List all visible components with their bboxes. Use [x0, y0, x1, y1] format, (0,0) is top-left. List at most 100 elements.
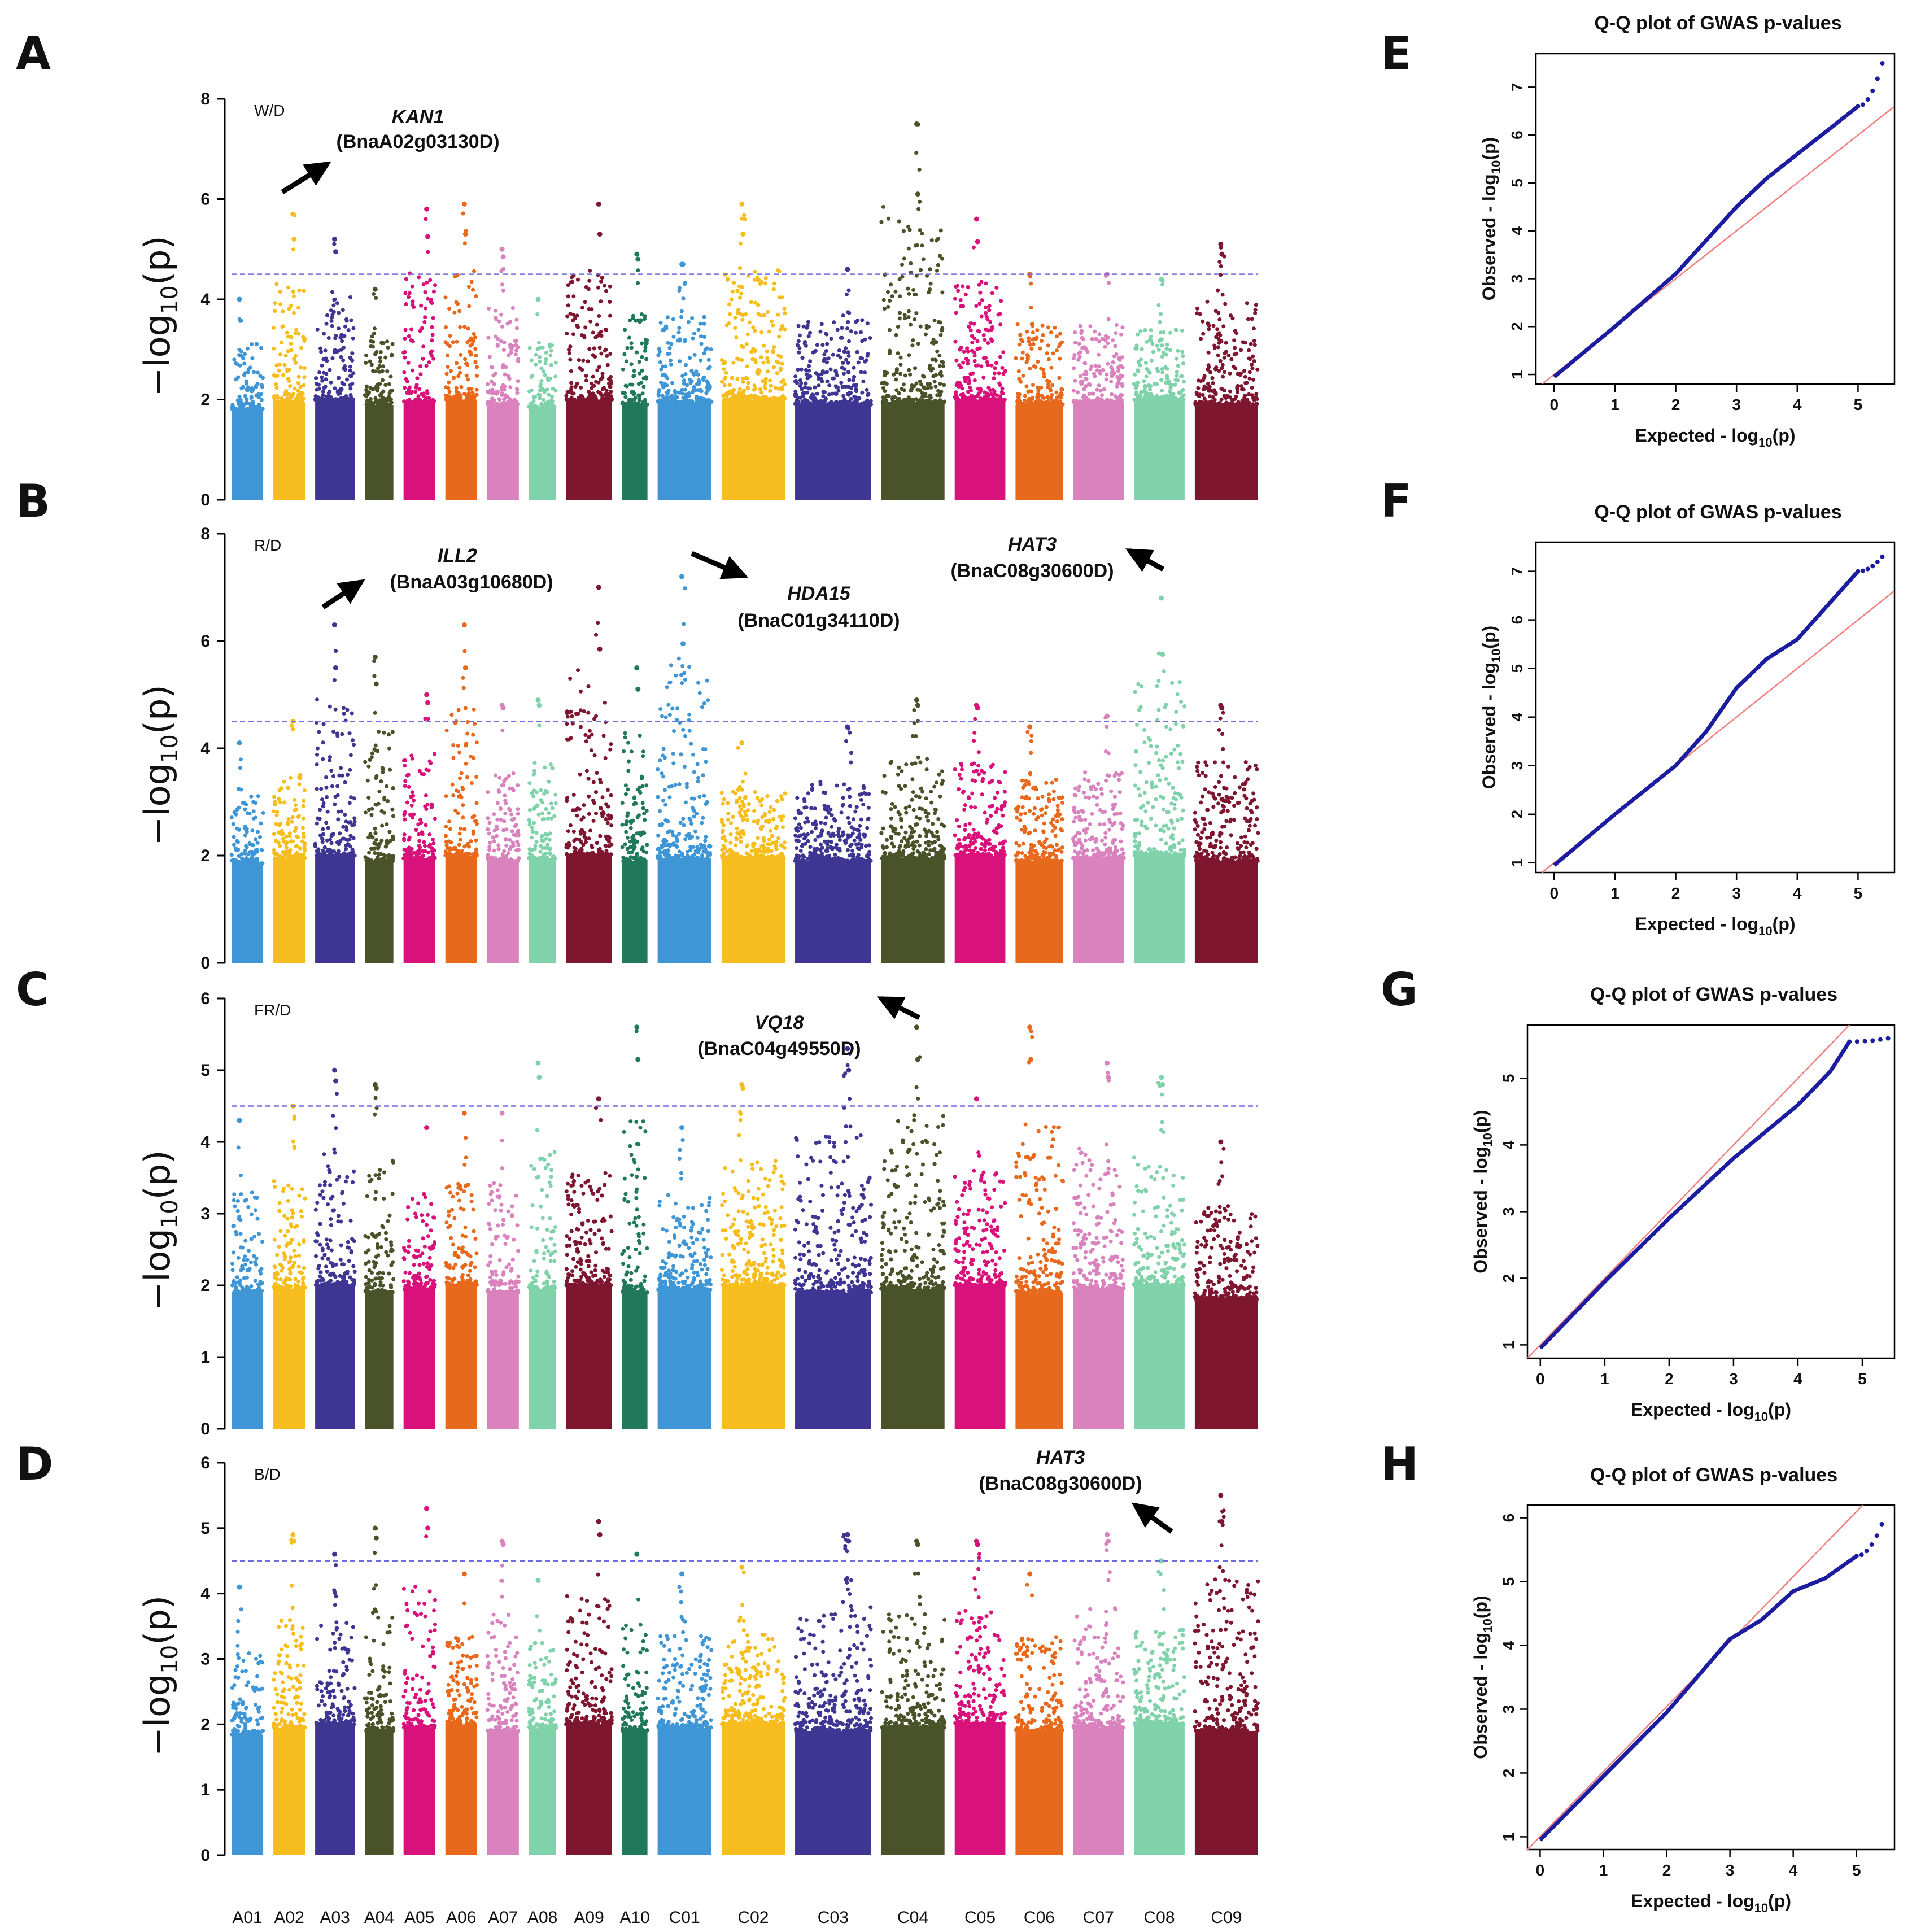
x-tick-label: 2: [1671, 396, 1680, 413]
peak-point: [914, 1024, 919, 1030]
snp-points: [1071, 716, 1126, 861]
peak-point: [915, 191, 920, 197]
chromosome-label-A05: A05: [404, 1908, 434, 1927]
snp-points: [272, 1114, 307, 1291]
tail-point: [1861, 102, 1866, 107]
chromosome-points-A06: [443, 622, 479, 963]
peak-point: [634, 251, 640, 257]
peak-point: [500, 705, 506, 711]
chromosome-label-C08: C08: [1144, 1908, 1175, 1927]
peak-point: [535, 1578, 541, 1583]
snp-points: [879, 122, 947, 404]
qq-title: Q-Q plot of GWAS p-values: [1594, 501, 1841, 523]
chromosome-label-A01: A01: [232, 1908, 262, 1927]
tail-point: [1885, 1036, 1891, 1041]
peak-point: [425, 700, 431, 705]
condition-label: FR/D: [254, 1001, 291, 1019]
dense-points: [445, 856, 477, 963]
dense-points: [954, 1724, 1006, 1855]
chromosome-points-C08: [1132, 1075, 1186, 1429]
dense-points: [232, 409, 264, 500]
dense-points: [795, 404, 871, 500]
snp-points: [1132, 651, 1187, 858]
peak-point: [914, 121, 919, 127]
y-tick-label: 3: [1508, 761, 1526, 770]
chromosome-points-A10: [620, 1551, 650, 1855]
tail-point: [1854, 1554, 1859, 1559]
dense-points: [529, 1289, 556, 1429]
tail-point: [1870, 1038, 1875, 1043]
chromosome-points-A04: [363, 1525, 396, 1855]
dense-points: [795, 861, 871, 963]
tail-point: [1870, 564, 1875, 569]
dense-points: [881, 402, 945, 500]
qq-plot-E: E Q-Q plot of GWAS p-values 0 1 2 3 4 5 1 2 3 4 5 6 7 E…: [1381, 12, 1896, 450]
x-tick-label: 4: [1793, 884, 1802, 902]
peak-point: [290, 211, 296, 217]
dense-points: [795, 1292, 871, 1429]
snp-points: [363, 659, 396, 863]
dense-points: [273, 402, 305, 500]
y-tick-label: 1: [1508, 858, 1526, 867]
chromosome-points-C07: [1071, 713, 1126, 963]
chromosome-points-A04: [363, 1081, 396, 1429]
snp-points: [401, 717, 437, 861]
chromosome-points-A05: [401, 692, 437, 963]
y-axis-label: −log10(p): [137, 684, 183, 845]
x-tick-label: 5: [1858, 1370, 1867, 1388]
x-axis-label: Expected - log10(p): [1631, 1399, 1791, 1424]
dense-points: [1015, 861, 1063, 963]
condition-label: W/D: [254, 102, 285, 119]
snp-points: [443, 211, 479, 402]
annotation-arrow: [1131, 1502, 1173, 1534]
snp-points: [953, 717, 1007, 858]
snp-points: [485, 1139, 521, 1295]
peak-point: [975, 1542, 980, 1547]
dense-points: [529, 407, 556, 500]
peak-point: [596, 585, 601, 590]
chromosome-label-C06: C06: [1024, 1908, 1055, 1927]
peak-point: [974, 1096, 979, 1102]
dense-points: [1134, 1285, 1185, 1429]
chromosome-label-A08: A08: [527, 1908, 557, 1927]
chromosome-label-A02: A02: [274, 1908, 304, 1927]
x-tick-label: 2: [1662, 1861, 1671, 1879]
peak-point: [333, 665, 338, 670]
snp-points: [719, 1110, 787, 1288]
peak-point: [596, 1519, 601, 1524]
snp-points: [1071, 273, 1125, 404]
dense-points: [566, 399, 612, 500]
chromosome-points-C02: [719, 201, 787, 500]
snp-points: [485, 1563, 520, 1733]
peak-point: [975, 705, 980, 711]
chromosome-points-C01: [656, 574, 713, 963]
peak-point: [499, 1110, 505, 1116]
peak-point: [915, 703, 920, 708]
snp-points: [1014, 730, 1065, 863]
peak-point: [679, 1125, 685, 1131]
manhattan-plot-D: D 0 1 2 3 4 5 6 −log10(p) B/D HAT3 (BnaC08g30600D): [16, 1438, 1260, 1865]
dense-points: [1073, 858, 1124, 963]
x-tick-label: 5: [1854, 396, 1863, 413]
peak-point: [331, 622, 337, 627]
dense-points: [721, 1285, 785, 1429]
chromosome-points-C01: [656, 261, 714, 500]
tail-point: [1865, 566, 1870, 572]
y-tick-label: 0: [200, 954, 210, 972]
chromosome-points-A08: [527, 1060, 558, 1429]
peak-point: [1218, 1139, 1224, 1145]
dense-points: [954, 1285, 1006, 1429]
chromosome-points-A07: [485, 246, 521, 500]
dense-points: [1015, 1730, 1063, 1855]
dense-points: [721, 399, 785, 500]
manhattan-plot-C: C 0 1 2 3 4 5 6 −log10(p) FR/D VQ18 (BnaC04g49550D): [16, 963, 1260, 1438]
peak-point: [500, 1542, 506, 1547]
snp-points: [1071, 1542, 1125, 1730]
y-tick-label: 8: [200, 90, 210, 108]
x-tick-label: 4: [1793, 1370, 1802, 1388]
annotation-arrow: [321, 579, 365, 609]
tail-point: [1875, 76, 1880, 81]
peak-point: [1028, 1057, 1034, 1062]
dense-points: [232, 1292, 264, 1429]
y-tick-label: 3: [200, 1205, 210, 1223]
